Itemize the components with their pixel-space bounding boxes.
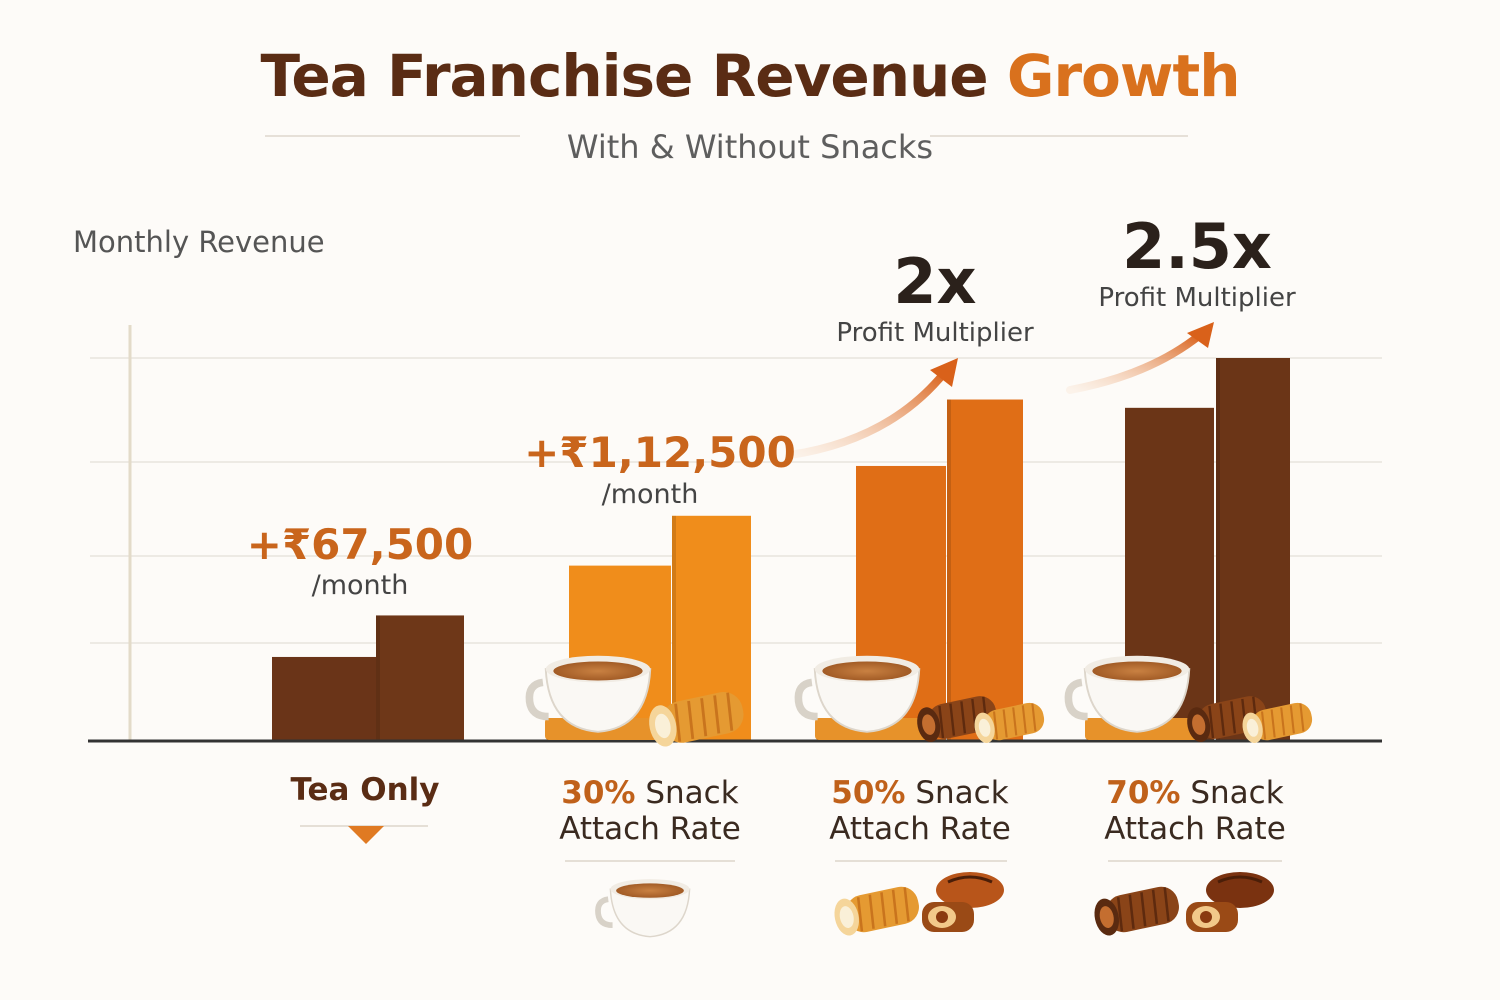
small-roll-icon-2 [1186, 902, 1238, 932]
subtitle-rule-left [265, 135, 520, 137]
subtitle-rule-right [930, 135, 1188, 137]
annotation-unit-2: /month [601, 479, 699, 510]
tea-cup-icon-bottom [595, 879, 691, 938]
swiss-roll-icon-bottom-1 [834, 886, 919, 936]
annotation-value-2: +₹1,12,500 [524, 428, 796, 477]
tea-cup-icon-2 [794, 655, 921, 733]
chart-title: Tea Franchise Revenue Growth [0, 42, 1500, 110]
bar-0-0 [272, 656, 376, 740]
down-caret-icon [348, 826, 384, 844]
growth-arrow-2 [1066, 331, 1204, 394]
growth-arrow-2-head [1187, 322, 1214, 348]
y-axis-label: Monthly Revenue [73, 225, 325, 259]
bar-3-1 [1216, 358, 1290, 740]
multiplier-label-1: Profit Multiplier [836, 318, 1034, 348]
multiplier-value-1: 2x [893, 245, 977, 318]
swiss-roll-icon-bottom-2 [1094, 886, 1179, 936]
bar-shade-0 [376, 615, 380, 740]
bar-shade-3 [1216, 358, 1220, 740]
swiss-roll-icon-5 [1242, 702, 1313, 744]
pastry-icon-1 [936, 872, 1004, 908]
category-rule-1 [565, 860, 735, 862]
category-rule-3 [1108, 860, 1282, 862]
title-main: Tea Franchise Revenue [260, 42, 989, 110]
swiss-roll-icon-1 [649, 692, 744, 747]
pastry-icon-2 [1206, 872, 1274, 908]
bar-shade-2 [947, 399, 951, 740]
bar-2-1 [947, 399, 1023, 740]
growth-arrow-1 [786, 368, 949, 459]
growth-arrow-1-head [930, 358, 958, 387]
bar-shade-1 [672, 515, 676, 740]
category-label-30: 30% Snack Attach Rate [559, 775, 741, 847]
swiss-roll-icon-3 [974, 702, 1045, 744]
category-rule-2 [835, 860, 1007, 862]
annotation-unit-1: /month [311, 570, 409, 601]
tea-cup-icon-3 [1064, 655, 1191, 733]
multiplier-label-2: Profit Multiplier [1098, 283, 1296, 313]
category-label-50: 50% Snack Attach Rate [829, 775, 1011, 847]
title-accent: Growth [1006, 42, 1241, 110]
annotation-value-1: +₹67,500 [246, 520, 474, 569]
category-label-70: 70% Snack Attach Rate [1104, 775, 1286, 847]
small-roll-icon-1 [922, 902, 974, 932]
chart-subtitle: With & Without Snacks [566, 128, 934, 166]
bar-0-1 [376, 615, 464, 740]
tea-cup-icon-1 [525, 655, 652, 733]
multiplier-value-2: 2.5x [1122, 210, 1272, 283]
category-label-tea-only: Tea Only [290, 772, 440, 808]
